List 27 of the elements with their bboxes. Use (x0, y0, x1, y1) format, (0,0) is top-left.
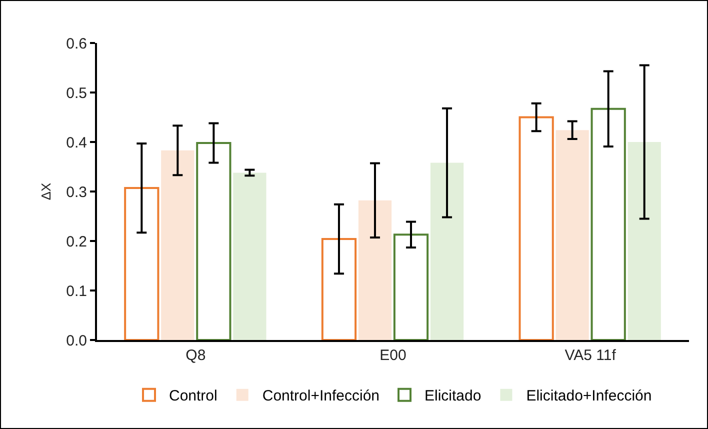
bar (518, 116, 554, 340)
y-tick-label: 0.4 (66, 134, 87, 152)
y-tick-label: 0.3 (66, 184, 87, 201)
legend-label: Control (169, 388, 218, 405)
legend-label: Elicitado (424, 388, 482, 405)
x-tick-label: E00 (380, 347, 406, 364)
bar (556, 130, 589, 340)
bar (590, 108, 626, 340)
legend-label: Control+Infección (262, 388, 380, 405)
bar (124, 187, 160, 340)
y-axis-title: ΔX (38, 182, 54, 200)
bar (196, 142, 232, 340)
bar (358, 200, 392, 340)
bar (233, 172, 266, 340)
x-tick-label: VA5 11f (564, 347, 617, 364)
bar (161, 150, 194, 340)
legend-label: Elicitado+Infección (526, 388, 652, 405)
y-tick-label: 0.6 (66, 35, 87, 52)
x-tick-label: Q8 (186, 347, 206, 364)
y-tick-label: 0.1 (66, 282, 87, 300)
y-tick-label: 0.5 (66, 84, 87, 102)
y-tick-label: 0.2 (66, 233, 87, 250)
bar (628, 142, 661, 340)
bar (321, 238, 357, 340)
bar (393, 234, 429, 340)
bar (430, 162, 464, 340)
y-tick-label: 0.0 (66, 332, 87, 350)
